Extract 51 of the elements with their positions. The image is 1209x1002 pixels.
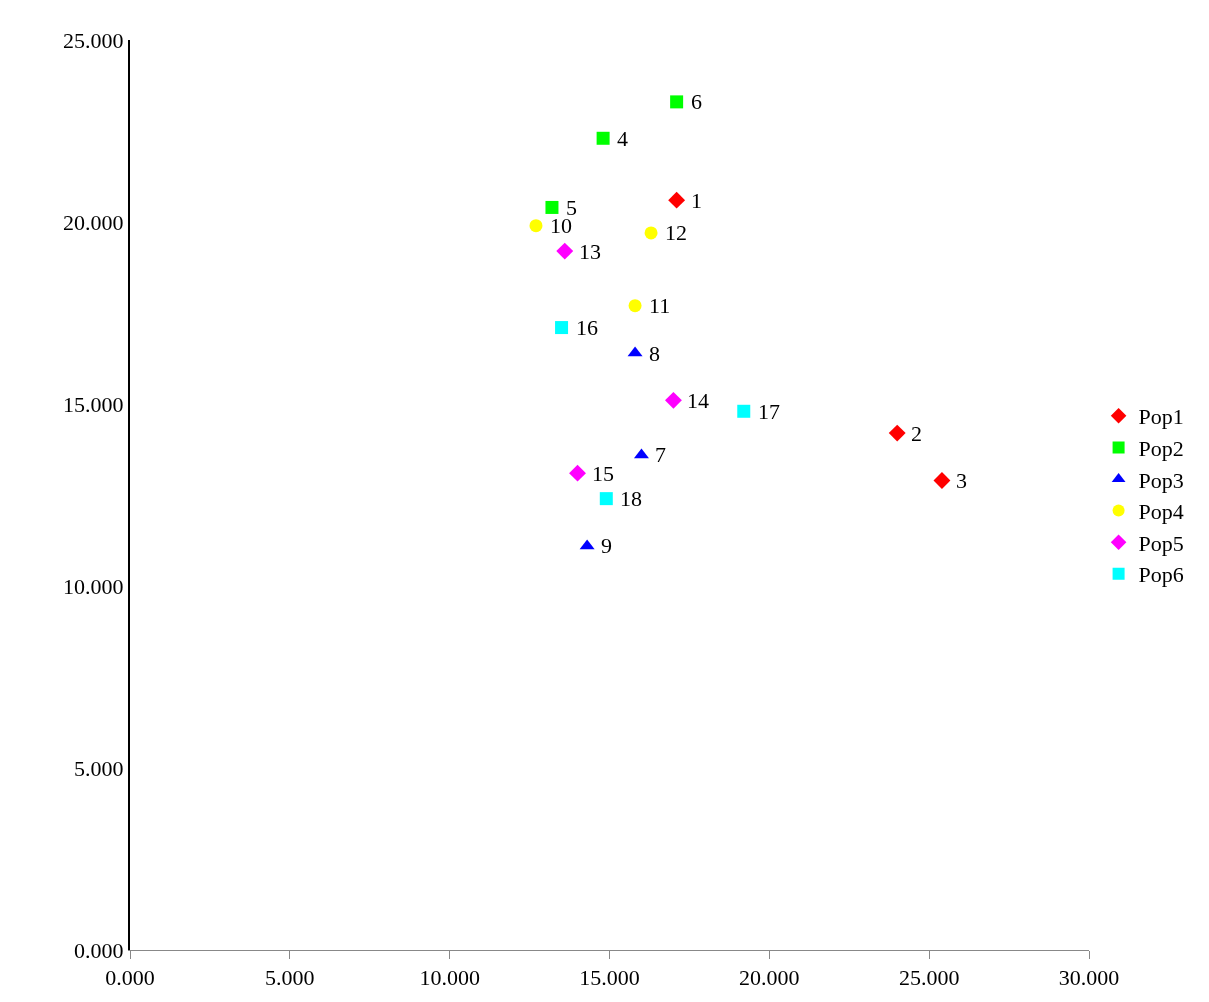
point (545, 200, 559, 214)
annotation: 9 (601, 533, 612, 558)
y-tick-label: 25.000 (63, 27, 124, 53)
annotation: 13 (579, 239, 601, 264)
annotation: 4 (617, 126, 628, 151)
point (933, 471, 951, 489)
annotation: 1 (691, 188, 702, 213)
x-tick-label: 25.000 (898, 965, 960, 991)
annotation: 16 (576, 315, 598, 340)
legend-label: Pop1 (1138, 404, 1184, 430)
point (628, 299, 642, 313)
point (599, 492, 613, 506)
point (737, 404, 751, 418)
annotation: 14 (687, 388, 709, 413)
point (670, 95, 684, 109)
annotation: 8 (649, 341, 660, 366)
y-tick-label: 20.000 (63, 209, 124, 235)
point (668, 191, 686, 209)
y-tick-label: 10.000 (63, 573, 124, 599)
y-tick-label: 15.000 (63, 391, 124, 417)
legend-label: Pop4 (1138, 499, 1184, 525)
annotation: 3 (956, 468, 967, 493)
annotation: 18 (620, 486, 642, 511)
annotation: 11 (649, 293, 671, 318)
x-tick-label: 20.000 (739, 965, 800, 991)
point (596, 131, 610, 145)
x-tick-label: 30.000 (1058, 965, 1120, 991)
point (644, 226, 658, 240)
legend-label: Pop6 (1138, 562, 1184, 588)
annotation: 2 (911, 421, 922, 446)
point (569, 464, 586, 482)
point (888, 424, 906, 442)
x-tick-label: 5.000 (265, 965, 315, 991)
annotation: 17 (758, 399, 780, 424)
legend-label: Pop5 (1138, 530, 1184, 556)
x-tick-label: 15.000 (579, 965, 640, 991)
legend-label: Pop2 (1138, 435, 1184, 461)
point (555, 321, 569, 335)
annotation: 5 (566, 195, 577, 220)
point (529, 219, 543, 233)
x-tick-label: 0.000 (105, 965, 155, 991)
legend-label: Pop3 (1138, 467, 1184, 493)
y-tick-label: 0.000 (74, 937, 124, 963)
annotation: 15 (592, 461, 614, 486)
annotation: 7 (655, 442, 666, 467)
x-tick-label: 10.000 (419, 965, 480, 991)
annotation: 12 (665, 220, 687, 245)
y-tick-label: 5.000 (74, 755, 124, 781)
point (664, 391, 682, 409)
point (556, 242, 574, 260)
annotation: 6 (691, 89, 702, 114)
